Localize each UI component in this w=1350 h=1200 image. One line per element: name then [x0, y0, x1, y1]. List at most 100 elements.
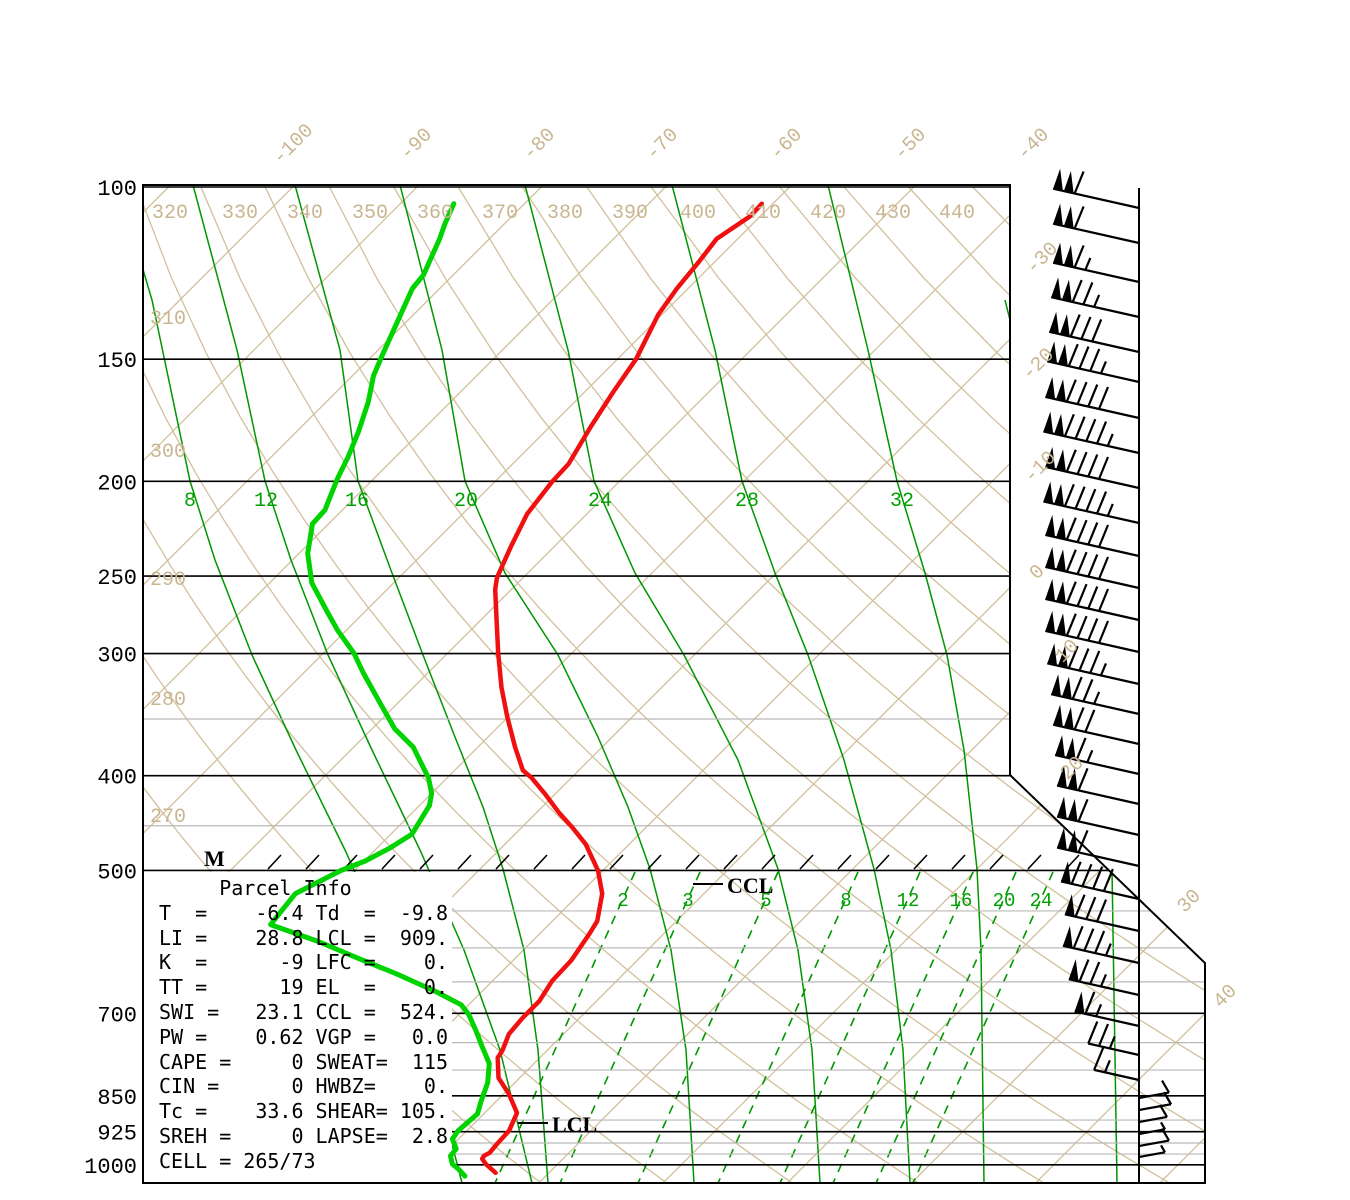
- wind-barb: [1047, 643, 1140, 686]
- hatch-tick: [267, 854, 282, 870]
- mixing-ratio-line: [912, 871, 1054, 1183]
- mixing-ratio-line: [559, 871, 701, 1183]
- parcel-info-line: LI = 28.8 LCL = 909.: [159, 925, 448, 950]
- mixing-ratio-label: 20: [993, 890, 1016, 912]
- dry-adiabat-label: 310: [150, 308, 186, 331]
- hatch-tick: [1027, 854, 1042, 870]
- ccl-marker-label: CCL: [727, 873, 773, 898]
- mixing-ratio-line: [494, 871, 636, 1183]
- parcel-info-line: Parcel Info: [159, 876, 352, 900]
- isotherm-line: [143, 185, 668, 1183]
- wind-barb: [1052, 242, 1140, 284]
- pressure-label: 1000: [84, 1155, 137, 1180]
- mixing-ratio-label: 16: [950, 890, 973, 912]
- dry-adiabat-label: 420: [810, 202, 846, 225]
- dry-adiabat-label: 400: [680, 202, 716, 225]
- hatch-tick: [305, 854, 320, 870]
- dry-adiabat-line: [457, 186, 1205, 1183]
- moist-adiabat-line: [294, 185, 549, 1183]
- hatch-tick: [571, 854, 586, 870]
- wind-barb: [1050, 277, 1140, 319]
- wind-barb: [1052, 203, 1140, 245]
- mixing-ratio-line: [637, 871, 779, 1183]
- dry-adiabat-label: 370: [482, 202, 518, 225]
- wind-barb: [1138, 1104, 1168, 1124]
- wind-barb: [1054, 735, 1140, 776]
- moist-adiabat-label: 8: [184, 490, 196, 513]
- parcel-info-line: PW = 0.62 VGP = 0.0: [159, 1024, 448, 1049]
- wind-barb: [1087, 1021, 1140, 1057]
- parcel-info-line: SREH = 0 LAPSE= 2.8: [159, 1123, 448, 1148]
- mixing-ratio-line: [779, 871, 921, 1183]
- hatch-tick: [457, 854, 472, 870]
- wind-barb: [1060, 861, 1140, 901]
- wind-barb: [1048, 311, 1140, 354]
- isotherm-line: [1035, 185, 1205, 1183]
- dry-adiabat-label: 440: [939, 202, 975, 225]
- wind-barb: [1045, 578, 1140, 622]
- dry-adiabat-label: 350: [352, 202, 388, 225]
- parcel-info-line: SWI = 23.1 CCL = 524.: [159, 999, 448, 1024]
- parcel-info-line: TT = 19 EL = 0.: [159, 975, 448, 1000]
- moist-adiabat-label: 16: [345, 490, 369, 513]
- moist-adiabat-label: 28: [735, 490, 759, 513]
- wind-barb: [1045, 376, 1140, 420]
- hatch-tick: [647, 854, 662, 870]
- isotherm-line: [786, 185, 1205, 1183]
- parcel-info-line: Tc = 33.6 SHEAR= 105.: [159, 1099, 448, 1124]
- dry-adiabat-label: 290: [150, 569, 186, 592]
- temperature-trace: [479, 201, 765, 1176]
- moist-adiabat-line: [827, 185, 985, 1183]
- wind-barb: [1052, 704, 1140, 746]
- moist-adiabat-label: 12: [254, 490, 278, 513]
- isotherm-line: [414, 185, 1205, 1183]
- wind-barb: [1052, 168, 1140, 210]
- hatch-tick: [761, 854, 776, 870]
- pressure-label: 100: [97, 177, 137, 202]
- parcel-info-backdrop: [144, 872, 452, 1182]
- hatch-tick: [495, 854, 510, 870]
- dry-adiabat-line: [521, 186, 1205, 1183]
- dry-adiabat-label: 360: [417, 202, 453, 225]
- dry-adiabat-label: 320: [152, 202, 188, 225]
- pressure-label: 250: [97, 566, 137, 591]
- mixing-ratio-line: [832, 871, 974, 1183]
- mixing-ratio-label: 3: [682, 890, 693, 912]
- wind-barb: [1093, 1047, 1140, 1082]
- wind-barb: [1074, 991, 1140, 1028]
- parcel-info-line: K = -9 LFC = 0.: [159, 950, 448, 975]
- parcel-info-line: T = -6.4 Td = -9.8: [159, 900, 448, 925]
- hatch-tick: [533, 854, 548, 870]
- hatch-tick: [837, 854, 852, 870]
- dry-adiabat-label: 340: [287, 202, 323, 225]
- dry-adiabat-label: 430: [875, 202, 911, 225]
- parcel-info-line: CELL = 265/73: [159, 1148, 316, 1173]
- wind-barb: [1138, 1091, 1172, 1112]
- pressure-label: 200: [97, 471, 137, 496]
- wind-barb: [1043, 481, 1140, 525]
- wind-barb: [1045, 610, 1140, 654]
- hatch-tick: [723, 854, 738, 870]
- dry-adiabat-label: 330: [222, 202, 258, 225]
- hatch-tick: [989, 854, 1004, 870]
- dewpoint-trace: [268, 201, 492, 1179]
- wind-barb: [1050, 674, 1140, 716]
- pressure-label: 700: [97, 1003, 137, 1028]
- pressure-label: 300: [97, 644, 137, 669]
- dry-adiabat-line: [393, 186, 1205, 1183]
- moist-adiabat-label: 32: [890, 490, 914, 513]
- parcel-info-panel: Parcel Info T = -6.4 Td = -9.8 LI = 28.8 L…: [159, 876, 448, 1174]
- hatch-tick: [419, 854, 434, 870]
- mixing-ratio-label: 8: [840, 890, 851, 912]
- mixing-ratio-label: 5: [760, 890, 771, 912]
- lcl-marker-label: LCL: [552, 1112, 597, 1137]
- pressure-label: 850: [97, 1086, 137, 1111]
- wind-barb: [1056, 827, 1140, 868]
- wind-barb: [1056, 765, 1140, 806]
- wind-barb: [1062, 925, 1140, 965]
- dry-adiabat-label: 280: [150, 689, 186, 712]
- dry-adiabat-label: 270: [150, 806, 186, 829]
- mixing-ratio-line: [717, 871, 859, 1183]
- wind-barb: [1045, 446, 1140, 490]
